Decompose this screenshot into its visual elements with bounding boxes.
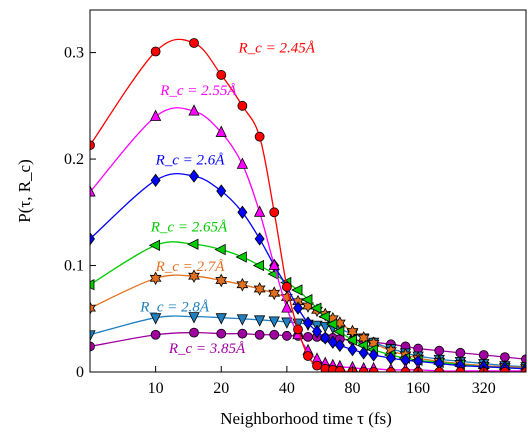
data-point	[216, 314, 226, 324]
data-point	[270, 330, 279, 339]
data-point	[255, 132, 264, 141]
data-point	[456, 348, 465, 357]
data-point	[294, 325, 303, 334]
data-point	[304, 352, 313, 361]
data-point	[348, 344, 357, 356]
data-point	[435, 346, 444, 355]
x-tick-label: 320	[472, 380, 496, 397]
data-point	[84, 280, 94, 290]
data-point	[254, 261, 264, 271]
data-point	[270, 208, 279, 217]
data-point	[479, 350, 488, 359]
data-point	[255, 206, 265, 216]
y-tick-label: 0.2	[64, 151, 84, 168]
data-point	[151, 110, 161, 120]
data-point	[215, 245, 225, 255]
data-point	[237, 279, 247, 291]
data-point	[238, 101, 247, 110]
data-point	[335, 366, 344, 375]
data-point	[188, 239, 198, 249]
series-annotation: R_c = 2.7Å	[155, 259, 226, 275]
data-point	[217, 70, 226, 79]
x-axis-title: Neighborhood time τ (fs)	[220, 409, 392, 428]
series-layer	[84, 39, 528, 377]
tick-layer: 10 20 40 80 160 320 0 0.1 0.2 0.3	[64, 45, 496, 397]
series-annotation: R_c = 2.65Å	[150, 219, 228, 235]
y-tick-label: 0.1	[64, 258, 84, 275]
series-2	[86, 170, 528, 375]
x-tick-label: 10	[148, 380, 164, 397]
y-axis-title: P(τ, R_c)	[15, 159, 34, 223]
data-point	[282, 331, 291, 340]
data-point	[255, 330, 264, 339]
series-annotation: R_c = 3.85Å	[168, 341, 246, 357]
data-point	[269, 317, 279, 327]
x-tick-label: 80	[344, 380, 360, 397]
data-point	[269, 287, 279, 299]
data-point	[254, 283, 264, 295]
data-point	[151, 47, 160, 56]
data-point	[282, 318, 292, 328]
x-tick-label: 20	[213, 380, 229, 397]
data-point	[151, 330, 160, 339]
data-point	[282, 282, 291, 291]
data-point	[217, 185, 226, 197]
data-point	[190, 328, 199, 337]
data-point	[238, 329, 247, 338]
y-tick-label: 0	[76, 364, 84, 381]
data-point	[190, 170, 199, 182]
data-point	[151, 174, 160, 186]
series-annotation: R_c = 2.55Å	[159, 83, 237, 99]
data-point	[313, 361, 322, 370]
series-annotation: R_c = 2.45Å	[238, 41, 316, 57]
x-tick-label: 40	[279, 380, 295, 397]
y-tick-label: 0.3	[64, 45, 84, 62]
data-point	[190, 39, 199, 48]
x-tick-label: 160	[406, 380, 430, 397]
data-point	[237, 315, 247, 325]
data-point	[304, 332, 313, 341]
data-point	[255, 316, 265, 326]
data-point	[150, 240, 160, 250]
data-point	[237, 158, 247, 168]
data-point	[236, 252, 246, 262]
series-annotation: R_c = 2.6Å	[155, 152, 226, 168]
data-point	[216, 274, 226, 286]
series-annotation: R_c = 2.8Å	[139, 299, 210, 315]
data-point	[217, 329, 226, 338]
